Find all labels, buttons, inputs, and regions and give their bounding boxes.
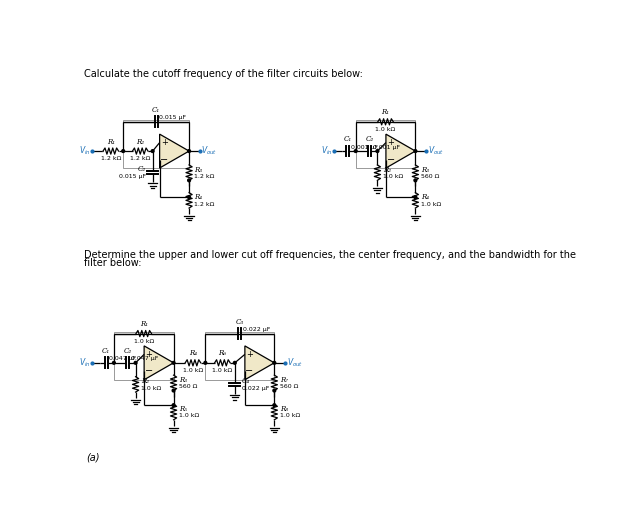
Circle shape: [414, 150, 417, 153]
Bar: [114, 332, 173, 380]
Polygon shape: [245, 346, 274, 380]
Text: R₁: R₁: [381, 108, 389, 116]
Text: C₁: C₁: [344, 135, 352, 143]
Text: 1.2 kΩ: 1.2 kΩ: [195, 202, 215, 207]
Text: Calculate the cutoff frequency of the filter circuits below:: Calculate the cutoff frequency of the fi…: [85, 69, 363, 79]
Text: 560 Ω: 560 Ω: [179, 384, 197, 389]
Text: 1.2 kΩ: 1.2 kΩ: [101, 156, 121, 162]
Circle shape: [376, 150, 379, 153]
Text: R₄: R₄: [189, 350, 197, 357]
Circle shape: [414, 196, 417, 199]
Text: $V_{in}$: $V_{in}$: [321, 145, 332, 157]
Text: 1.0 kΩ: 1.0 kΩ: [133, 339, 154, 344]
Circle shape: [134, 362, 137, 364]
Text: $V_{in}$: $V_{in}$: [79, 356, 91, 369]
Text: 1.0 kΩ: 1.0 kΩ: [179, 414, 199, 418]
Text: −: −: [245, 366, 254, 376]
Text: C₄: C₄: [242, 377, 250, 384]
Text: R₁: R₁: [107, 138, 115, 146]
Text: 0.015 μF: 0.015 μF: [159, 116, 187, 120]
Circle shape: [188, 196, 190, 199]
Text: 1.2 kΩ: 1.2 kΩ: [195, 174, 215, 179]
Text: 1.0 kΩ: 1.0 kΩ: [421, 202, 441, 207]
Text: +: +: [246, 350, 253, 359]
Text: R₂: R₂: [383, 166, 391, 173]
Text: 1.2 kΩ: 1.2 kΩ: [130, 156, 150, 162]
Text: C₃: C₃: [236, 318, 244, 326]
Circle shape: [113, 362, 115, 364]
Text: $V_{out}$: $V_{out}$: [428, 145, 444, 157]
Text: +: +: [387, 138, 394, 147]
Text: $V_{in}$: $V_{in}$: [79, 145, 91, 157]
Circle shape: [188, 150, 190, 153]
Bar: [356, 120, 416, 168]
Circle shape: [204, 362, 207, 364]
Text: C₂: C₂: [124, 347, 132, 355]
Text: R₄: R₄: [195, 193, 202, 201]
Circle shape: [233, 362, 236, 364]
Text: 0.015 μF: 0.015 μF: [118, 174, 146, 179]
Bar: [205, 332, 274, 380]
Text: 1.0 kΩ: 1.0 kΩ: [280, 414, 300, 418]
Text: $V_{out}$: $V_{out}$: [202, 145, 218, 157]
Text: filter below:: filter below:: [85, 258, 142, 268]
Text: 560 Ω: 560 Ω: [421, 174, 439, 179]
Text: 560 Ω: 560 Ω: [280, 384, 298, 389]
Text: Determine the upper and lower cut off frequencies, the center frequency, and the: Determine the upper and lower cut off fr…: [85, 251, 577, 260]
Text: $V_{out}$: $V_{out}$: [287, 356, 303, 369]
Text: −: −: [386, 155, 394, 165]
Text: 0.047 μF: 0.047 μF: [110, 356, 136, 362]
Text: R₃: R₃: [179, 376, 187, 384]
Text: R₄: R₄: [421, 193, 429, 201]
Text: C₂: C₂: [138, 165, 146, 173]
Text: 1.0 kΩ: 1.0 kΩ: [183, 368, 203, 373]
Text: C₂: C₂: [366, 135, 374, 143]
Text: −: −: [145, 366, 153, 376]
Text: R₅: R₅: [179, 405, 187, 413]
Circle shape: [273, 404, 275, 406]
Bar: [123, 120, 189, 168]
Text: R₈: R₈: [280, 405, 288, 413]
Text: −: −: [160, 155, 168, 165]
Circle shape: [172, 404, 175, 406]
Polygon shape: [386, 134, 416, 168]
Text: 0.001 μF: 0.001 μF: [372, 145, 400, 150]
Text: R₂: R₂: [141, 377, 149, 386]
Polygon shape: [144, 346, 173, 380]
Circle shape: [188, 179, 190, 182]
Text: 1.0 kΩ: 1.0 kΩ: [383, 174, 403, 179]
Circle shape: [122, 150, 125, 153]
Text: 0.047 μF: 0.047 μF: [131, 356, 158, 362]
Text: R₃: R₃: [195, 166, 202, 173]
Text: C₁: C₁: [102, 347, 110, 355]
Text: +: +: [145, 350, 152, 359]
Text: 0.022 μF: 0.022 μF: [243, 327, 270, 332]
Circle shape: [172, 362, 175, 364]
Text: 1.0 kΩ: 1.0 kΩ: [376, 127, 396, 132]
Circle shape: [273, 362, 275, 364]
Text: C₁: C₁: [152, 106, 160, 114]
Circle shape: [273, 389, 275, 392]
Text: 1.0 kΩ: 1.0 kΩ: [212, 368, 232, 373]
Text: R₂: R₂: [136, 138, 144, 146]
Text: R₃: R₃: [421, 166, 429, 173]
Circle shape: [354, 150, 357, 153]
Text: 0.001 μF: 0.001 μF: [351, 145, 378, 150]
Text: R₆: R₆: [218, 350, 227, 357]
Text: R₇: R₇: [280, 376, 288, 384]
Text: R₁: R₁: [140, 320, 148, 328]
Circle shape: [172, 389, 175, 392]
Circle shape: [414, 179, 417, 182]
Text: 1.0 kΩ: 1.0 kΩ: [141, 386, 162, 391]
Circle shape: [151, 150, 154, 153]
Text: 0.022 μF: 0.022 μF: [242, 386, 269, 391]
Text: +: +: [161, 138, 168, 147]
Polygon shape: [160, 134, 189, 168]
Text: (a): (a): [86, 453, 100, 463]
